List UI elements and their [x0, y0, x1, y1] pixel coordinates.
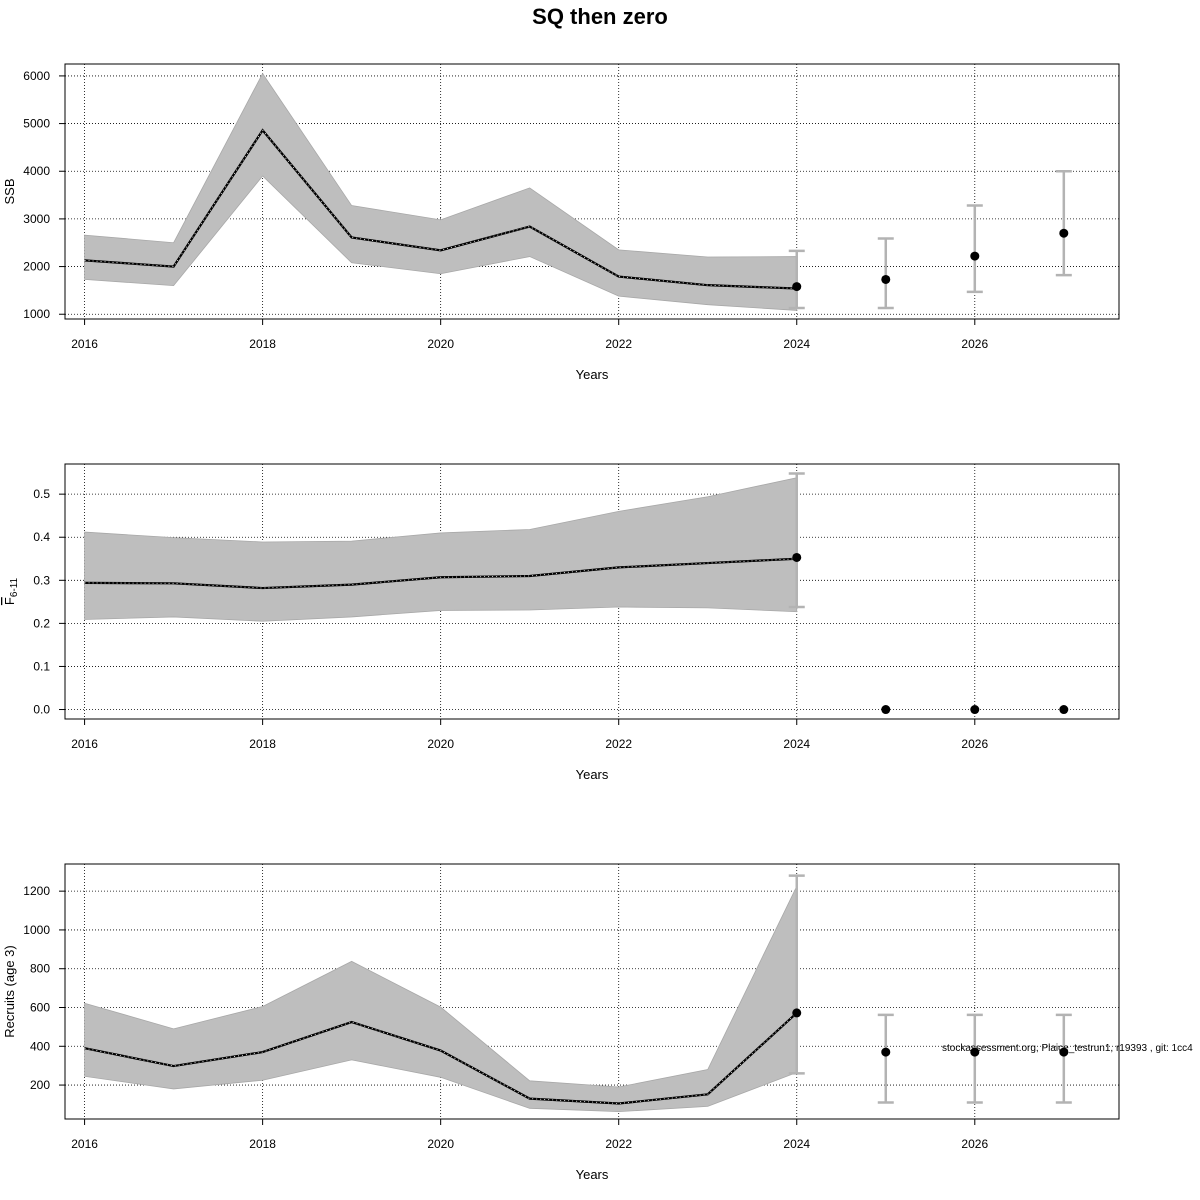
f-x-axis-label: Years [576, 767, 609, 782]
footnote: stockassessment.org, Plaice_testrun1, r1… [942, 1043, 1193, 1054]
rec-x-tick-label: 2024 [783, 1137, 810, 1151]
f-x-tick-label: 2024 [783, 737, 810, 751]
f-x-tick-label: 2016 [71, 737, 98, 751]
f-y-tick-label: 0.1 [33, 659, 50, 673]
rec-x-axis-label: Years [576, 1167, 609, 1182]
ssb-y-tick-label: 6000 [23, 69, 50, 83]
ssb-confidence-band [84, 72, 798, 311]
rec-y-tick-label: 1000 [23, 923, 50, 937]
f-confidence-band [84, 477, 798, 622]
f-forecast-point [792, 552, 802, 562]
recruitment-panel: 2016 2018 2020 2022 2024 2026 200 400 600 800 1000… [2, 863, 1120, 1182]
rec-y-tick-label: 400 [30, 1039, 50, 1053]
rec-estimate-line-dots [84, 1012, 798, 1104]
ssb-forecast-point [792, 282, 802, 292]
ssb-x-tick-label: 2024 [783, 337, 810, 351]
ssb-forecast-point [970, 251, 980, 261]
rec-y-tick-label: 1200 [23, 884, 50, 898]
figure-title: SQ then zero [532, 4, 668, 29]
ssb-forecast-point [881, 274, 891, 284]
f-forecast-point [1059, 705, 1069, 715]
rec-y-tick-label: 800 [30, 962, 50, 976]
ssb-plot-frame [64, 63, 1120, 320]
f-x-tick-label: 2018 [249, 737, 276, 751]
rec-x-tick-label: 2016 [71, 1137, 98, 1151]
ssb-x-tick-label: 2026 [961, 337, 988, 351]
ssb-x-tick-label: 2022 [605, 337, 632, 351]
fishing-mortality-panel: 2016 2018 2020 2022 2024 2026 0.0 0.1 0.2 0.3 0.4 0… [2, 463, 1120, 782]
ssb-x-axis-label: Years [576, 367, 609, 382]
ssb-forecast-point [1059, 228, 1069, 238]
ssb-y-tick-label: 2000 [23, 260, 50, 274]
rec-x-tick-label: 2022 [605, 1137, 632, 1151]
rec-x-tick-label: 2020 [427, 1137, 454, 1151]
rec-forecast-point [881, 1047, 891, 1057]
rec-plot-frame [64, 863, 1120, 1120]
ssb-y-tick-label: 4000 [23, 164, 50, 178]
f-y-tick-label: 0.5 [33, 487, 50, 501]
ssb-y-axis-label: SSB [2, 178, 17, 204]
f-y-tick-label: 0.0 [33, 703, 50, 717]
rec-x-tick-label: 2018 [249, 1137, 276, 1151]
f-plot-frame [64, 463, 1120, 720]
rec-y-axis-label: Recruits (age 3) [2, 945, 17, 1037]
f-y-tick-label: 0.3 [33, 573, 50, 587]
rec-forecast-point [1059, 1047, 1069, 1057]
ssb-panel: 2016 2018 2020 2022 2024 2026 1000 2000 3000 4000… [2, 63, 1120, 382]
f-forecast-point [970, 705, 980, 715]
f-y-tick-label: 0.4 [33, 530, 50, 544]
ssb-x-tick-label: 2018 [249, 337, 276, 351]
rec-forecast-point [792, 1008, 802, 1018]
f-x-tick-label: 2022 [605, 737, 632, 751]
f-y-tick-label: 0.2 [33, 616, 50, 630]
ssb-x-tick-label: 2020 [427, 337, 454, 351]
ssb-y-tick-label: 3000 [23, 212, 50, 226]
ssb-y-tick-label: 1000 [23, 307, 50, 321]
rec-y-tick-label: 200 [30, 1078, 50, 1092]
rec-x-tick-label: 2026 [961, 1137, 988, 1151]
ssb-estimate-line [84, 128, 797, 290]
rec-forecast-point [970, 1047, 980, 1057]
rec-y-tick-label: 600 [30, 1000, 50, 1014]
f-y-axis-label: F6-11 [2, 577, 20, 605]
f-forecast-point [881, 705, 891, 715]
f-estimate-line-dots [84, 558, 797, 589]
f-x-tick-label: 2020 [427, 737, 454, 751]
ssb-y-tick-label: 5000 [23, 117, 50, 131]
ssb-x-tick-label: 2016 [71, 337, 98, 351]
f-x-tick-label: 2026 [961, 737, 988, 751]
